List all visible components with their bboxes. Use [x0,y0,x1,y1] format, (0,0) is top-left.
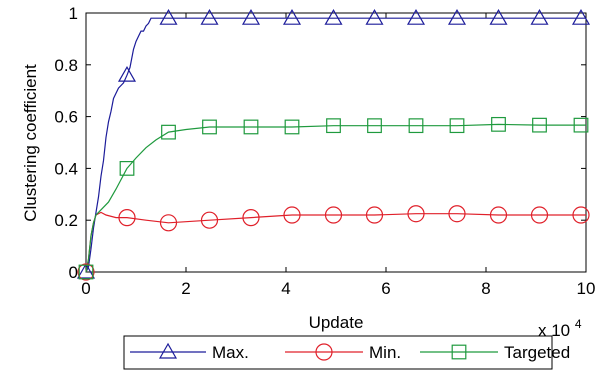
legend-marker-targeted [451,344,467,360]
data-point-max [76,262,96,279]
y-tick-label: 0 [69,263,78,282]
data-point-targeted [326,118,341,134]
data-point-min [324,206,343,224]
x-tick-label: 10 [577,279,596,298]
data-point-min [283,206,301,224]
data-point-max [530,8,549,25]
data-point-min [572,206,590,224]
x-multiplier-label: x 10 4 [538,317,582,340]
data-point-targeted [491,116,506,132]
y-tick-label: 0.6 [54,108,78,127]
data-point-min [242,209,260,227]
x-tick-label: 2 [181,279,190,298]
axis-ticks: 0 2 4 6 8 10 0 0.2 0.4 0.6 0.8 1 [54,4,595,298]
data-point-max [447,8,467,25]
legend-marker-min [315,343,333,361]
data-point-max [282,8,302,25]
data-point-targeted [573,117,589,133]
legend-items: Max. Min. Targeted [130,342,570,362]
data-point-min [407,205,425,223]
data-point-min [365,206,384,224]
data-point-min [118,209,136,227]
legend: Max. Min. Targeted [123,335,570,370]
x-multiplier-base: x 10 [538,321,570,340]
data-point-targeted [449,118,465,134]
legend-label-max: Max. [212,343,249,362]
legend-label-targeted: Targeted [504,343,570,362]
data-point-min [77,263,95,281]
series-lines [85,17,586,273]
data-point-min [489,206,508,224]
data-point-targeted [367,118,382,134]
data-point-min [200,211,219,229]
x-tick-label: 4 [281,279,290,298]
legend-label-min: Min. [369,343,401,362]
data-point-targeted [532,117,547,133]
data-point-min [159,214,178,232]
data-point-targeted [161,124,176,140]
data-point-targeted [243,119,259,135]
x-tick-label: 8 [481,279,490,298]
series-markers [76,8,591,281]
data-point-targeted [202,119,217,135]
y-tick-label: 1 [69,4,78,23]
x-tick-label: 6 [381,279,390,298]
plot-area [85,12,587,273]
data-point-max [241,8,261,25]
data-point-targeted [284,119,300,135]
y-tick-label: 0.8 [54,56,78,75]
data-point-max [324,8,343,25]
x-axis-label: Update [309,313,364,332]
data-point-min [448,205,466,223]
y-tick-label: 0.2 [54,211,78,230]
data-point-max [489,8,508,25]
data-point-targeted [78,264,94,280]
legend-marker-max [158,342,178,359]
series-line-max [85,17,586,273]
y-axis-label: Clustering coefficient [21,64,40,222]
data-point-max [571,8,591,25]
data-point-max [365,8,384,25]
series-line-targeted [85,123,586,273]
x-multiplier-exponent: 4 [575,317,582,331]
data-point-targeted [119,161,135,176]
data-point-targeted [408,118,424,134]
data-point-max [117,65,137,82]
data-point-min [530,206,549,224]
x-tick-label: 0 [81,279,90,298]
y-tick-label: 0.4 [54,159,78,178]
data-point-max [159,8,178,25]
data-point-max [200,8,219,25]
data-point-max [406,8,426,25]
